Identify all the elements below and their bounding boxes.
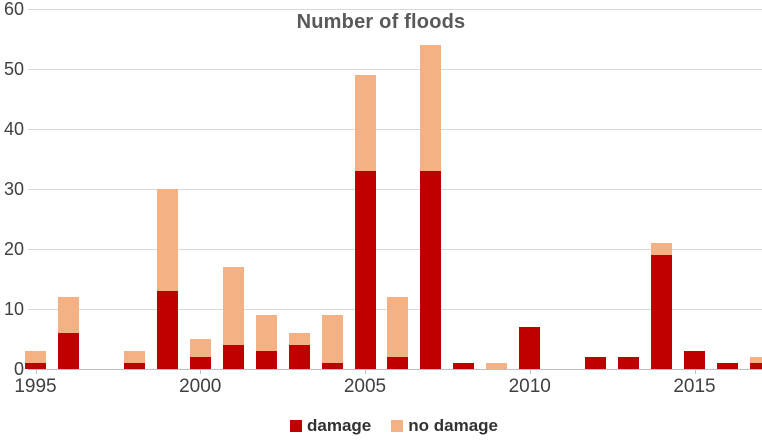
y-axis-label-0: 0 bbox=[13, 359, 24, 379]
bar-segment-damage-2017 bbox=[749, 363, 762, 369]
legend-swatch-no-damage bbox=[391, 420, 404, 432]
bar-segment-no-damage-1998 bbox=[123, 351, 145, 363]
bar-segment-no-damage-2003 bbox=[288, 333, 310, 345]
chart-legend: damage no damage bbox=[0, 416, 762, 436]
x-axis-tick-2005 bbox=[365, 369, 366, 374]
bar-segment-damage-2005 bbox=[354, 171, 376, 369]
bar-segment-no-damage-1995 bbox=[25, 351, 46, 363]
bar-segment-no-damage-1999 bbox=[156, 189, 178, 291]
bar-segment-no-damage-2007 bbox=[420, 45, 442, 171]
bar-segment-no-damage-2006 bbox=[387, 297, 409, 357]
x-axis-label-2000: 2000 bbox=[179, 376, 222, 397]
bar-segment-no-damage-2004 bbox=[321, 315, 343, 363]
bar-segment-damage-2004 bbox=[321, 363, 343, 369]
bar-segment-damage-1998 bbox=[123, 363, 145, 369]
bar-segment-damage-2013 bbox=[618, 357, 640, 369]
x-axis-tick-2015 bbox=[694, 369, 696, 374]
x-axis-label-2015: 2015 bbox=[673, 376, 716, 397]
bar-segment-damage-2001 bbox=[222, 345, 244, 369]
bar-segment-damage-2000 bbox=[189, 357, 211, 369]
y-axis-label-60: 60 bbox=[3, 0, 24, 19]
legend-label-damage: damage bbox=[307, 416, 372, 435]
x-axis-line bbox=[28, 369, 762, 370]
bar-segment-no-damage-2009 bbox=[486, 363, 508, 369]
chart-title: Number of floods bbox=[296, 11, 466, 33]
plot-area: 0 10 20 30 40 50 60 1995 2000 2005 2010 2015 bbox=[3, 0, 762, 397]
bar-segment-damage-2010 bbox=[519, 327, 541, 369]
y-axis-label-30: 30 bbox=[3, 179, 24, 199]
x-axis-tick-2000 bbox=[200, 369, 202, 374]
bar-segment-damage-2002 bbox=[255, 351, 277, 369]
bar-segment-damage-2016 bbox=[716, 363, 738, 369]
legend-item-no-damage: no damage bbox=[391, 416, 498, 436]
gridline-y20 bbox=[28, 249, 762, 250]
gridline-y40 bbox=[28, 129, 762, 130]
bar-segment-no-damage-2017 bbox=[749, 357, 762, 363]
bar-segment-no-damage-2001 bbox=[222, 267, 244, 345]
y-axis-label-10: 10 bbox=[3, 299, 24, 319]
bar-segment-no-damage-2000 bbox=[189, 339, 211, 357]
gridline-y50 bbox=[28, 69, 762, 70]
bar-segment-damage-2003 bbox=[288, 345, 310, 369]
bar-segment-damage-2014 bbox=[651, 255, 673, 369]
bar-segment-damage-1995 bbox=[25, 363, 46, 369]
legend-swatch-damage bbox=[290, 420, 302, 432]
bar-segment-damage-2007 bbox=[420, 171, 442, 369]
bar-segment-damage-1996 bbox=[57, 333, 79, 369]
bar-segment-damage-2015 bbox=[684, 351, 705, 369]
bar-segment-no-damage-2014 bbox=[651, 243, 673, 255]
bar-segment-damage-1999 bbox=[156, 291, 178, 369]
bar-segment-no-damage-2005 bbox=[354, 75, 376, 171]
bar-segment-damage-2006 bbox=[387, 357, 409, 369]
x-axis-label-2005: 2005 bbox=[343, 376, 387, 397]
gridline-y30 bbox=[28, 189, 762, 190]
bar-segment-no-damage-1996 bbox=[57, 297, 79, 333]
bar-segment-damage-2008 bbox=[453, 363, 475, 369]
legend-label-no-damage: no damage bbox=[408, 416, 498, 435]
x-axis-tick-2010 bbox=[529, 369, 531, 374]
y-axis-label-40: 40 bbox=[3, 119, 24, 139]
x-axis-label-2010: 2010 bbox=[508, 376, 551, 397]
bar-segment-damage-2012 bbox=[585, 357, 607, 369]
x-axis-tick-1995 bbox=[35, 369, 37, 374]
y-axis-label-50: 50 bbox=[3, 59, 24, 79]
legend-item-damage: damage bbox=[290, 416, 371, 436]
y-axis-label-20: 20 bbox=[3, 239, 24, 259]
bar-segment-no-damage-2002 bbox=[255, 315, 277, 351]
gridline-y60 bbox=[28, 9, 762, 10]
x-axis-label-1995: 1995 bbox=[14, 376, 57, 397]
